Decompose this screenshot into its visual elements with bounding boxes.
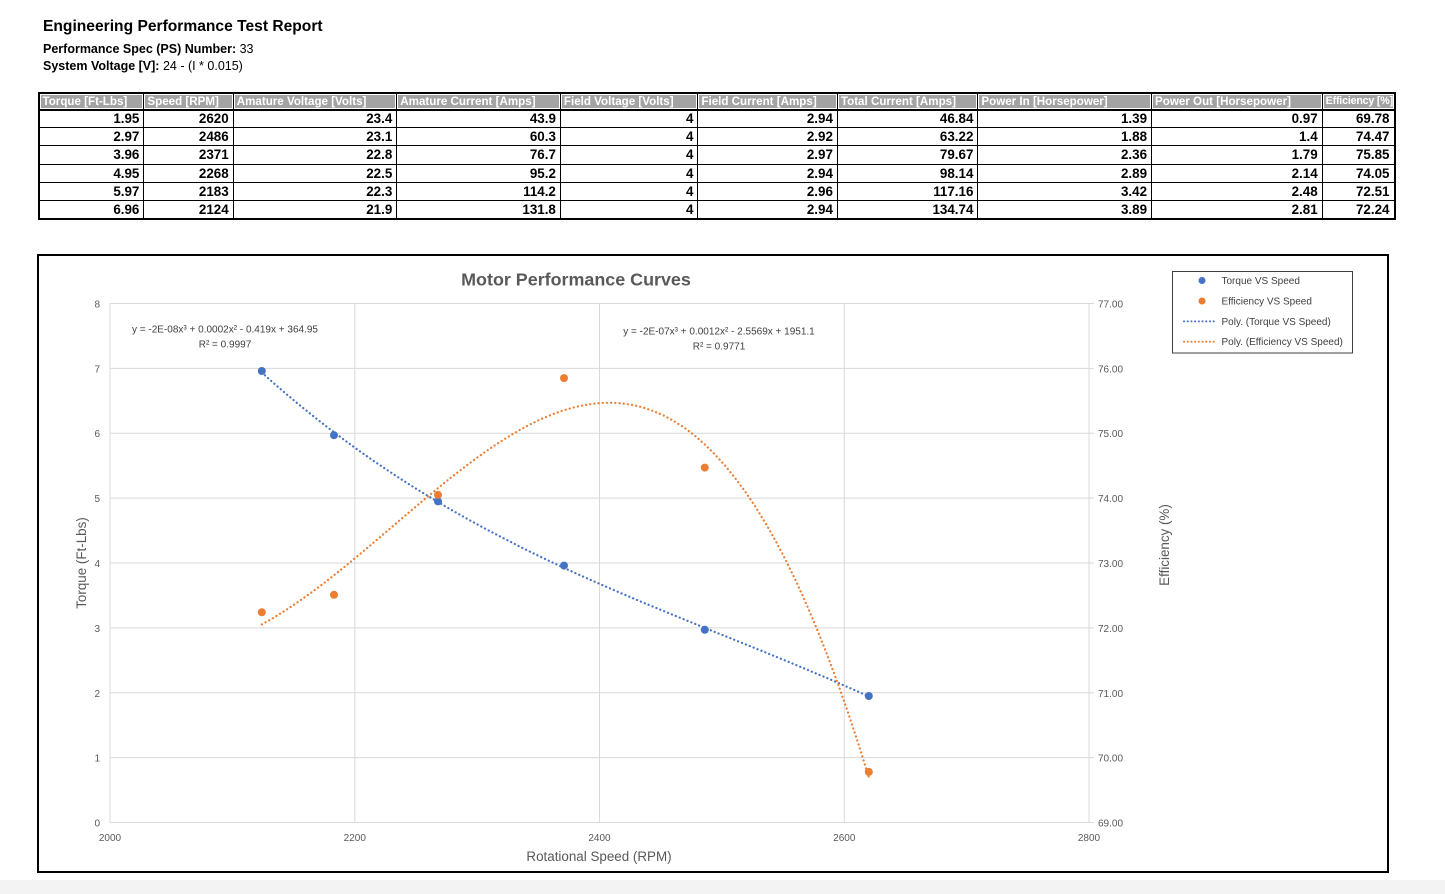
svg-text:75.00: 75.00 [1098, 429, 1123, 440]
svg-text:Poly. (Torque VS Speed): Poly. (Torque VS Speed) [1222, 317, 1331, 328]
svg-text:2400: 2400 [588, 833, 611, 844]
svg-text:R² = 0.9771: R² = 0.9771 [693, 342, 746, 353]
svg-text:y = -2E-07x³ + 0.0012x² - 2.55: y = -2E-07x³ + 0.0012x² - 2.5569x + 1951… [623, 327, 815, 338]
svg-text:Efficiency (%): Efficiency (%) [1157, 504, 1172, 586]
svg-text:8: 8 [94, 300, 100, 311]
svg-text:76.00: 76.00 [1098, 364, 1123, 375]
svg-text:2600: 2600 [833, 833, 856, 844]
svg-text:71.00: 71.00 [1098, 689, 1123, 700]
svg-text:0: 0 [94, 819, 100, 830]
svg-text:1: 1 [94, 754, 100, 765]
svg-text:Rotational Speed (RPM): Rotational Speed (RPM) [526, 849, 671, 864]
svg-text:R² = 0.9997: R² = 0.9997 [199, 340, 252, 351]
svg-text:69.00: 69.00 [1098, 819, 1123, 830]
svg-text:7: 7 [94, 364, 100, 375]
svg-text:5: 5 [94, 494, 100, 505]
svg-text:77.00: 77.00 [1098, 300, 1123, 311]
svg-text:Poly. (Efficiency VS Speed): Poly. (Efficiency VS Speed) [1222, 337, 1343, 348]
svg-text:74.00: 74.00 [1098, 494, 1123, 505]
svg-text:70.00: 70.00 [1098, 754, 1123, 765]
svg-text:72.00: 72.00 [1098, 624, 1123, 635]
svg-text:2200: 2200 [344, 833, 367, 844]
svg-text:2000: 2000 [99, 833, 122, 844]
svg-text:6: 6 [94, 429, 100, 440]
svg-text:y = -2E-08x³ + 0.0002x² - 0.41: y = -2E-08x³ + 0.0002x² - 0.419x + 364.9… [132, 325, 318, 336]
svg-text:Torque VS Speed: Torque VS Speed [1222, 276, 1300, 287]
svg-text:73.00: 73.00 [1098, 559, 1123, 570]
svg-text:4: 4 [94, 559, 100, 570]
svg-text:Torque (Ft-Lbs): Torque (Ft-Lbs) [74, 517, 89, 609]
svg-text:Efficiency VS Speed: Efficiency VS Speed [1222, 297, 1312, 308]
svg-text:3: 3 [94, 624, 100, 635]
svg-text:2800: 2800 [1078, 833, 1101, 844]
svg-text:Motor Performance Curves: Motor Performance Curves [461, 270, 691, 290]
svg-text:2: 2 [94, 689, 100, 700]
